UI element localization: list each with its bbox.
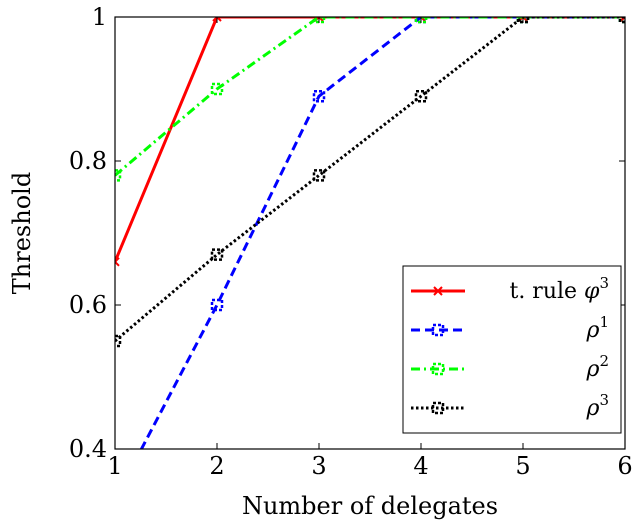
legend-label-rho3: ρ3 [586,391,609,421]
legend-label-rho1: ρ1 [586,313,609,343]
series-line-trule [115,17,625,263]
legend-label-trule: t. rule φ3 [509,274,609,304]
legend-box [402,265,622,434]
data-point-rho1 [110,494,120,504]
legend-label-superscript: 3 [599,274,609,292]
y-tick-label: 1 [92,3,107,31]
axis-ticks: 1 2 3 4 5 6 0.4 0.6 0.8 1 [69,3,633,480]
plot-frame [114,16,626,450]
series-line-rho2 [115,17,625,177]
x-tick-label: 4 [413,452,428,480]
y-tick-label: 0.8 [69,147,107,175]
legend-marker-trule [433,286,443,296]
legend-label-symbol: φ [584,279,600,304]
legend-label-rho2: ρ2 [586,352,609,382]
data-point-rho3 [414,89,428,103]
legend-label-superscript: 2 [599,352,609,370]
data-point-rho3 [210,248,224,261]
x-tick-label: 5 [515,452,530,480]
series-line-rho3 [115,17,625,343]
x-tick-label: 2 [209,452,224,480]
data-point-rho2 [210,82,224,96]
y-axis-label: Threshold [8,172,36,294]
x-tick-label: 6 [617,452,632,480]
legend-label-symbol: ρ [586,357,600,382]
data-point-rho3 [115,334,122,348]
legend-marker-rho3 [431,401,445,415]
x-axis-label: Number of delegates [242,492,498,520]
legend-label-text: t. rule [509,279,584,304]
legend-label-symbol: ρ [586,318,600,343]
legend-marker-rho1 [431,323,445,337]
legend-label-symbol: ρ [586,396,600,421]
x-tick-label: 1 [107,452,122,480]
legend-label-superscript: 3 [599,391,609,409]
y-tick-label: 0.4 [69,435,107,463]
data-point-rho1 [312,89,326,103]
data-point-trule [212,17,222,22]
data-point-trule [620,17,625,22]
series-line-rho1 [139,17,625,449]
data-point-trule [115,257,120,267]
x-tick-label: 3 [311,452,326,480]
legend-marker-rho2 [431,362,445,376]
data-point-rho1 [210,298,224,312]
y-tick-label: 0.6 [69,291,107,319]
legend-label-superscript: 1 [599,313,609,331]
data-point-rho2 [115,169,122,182]
data-point-rho3 [312,169,326,182]
